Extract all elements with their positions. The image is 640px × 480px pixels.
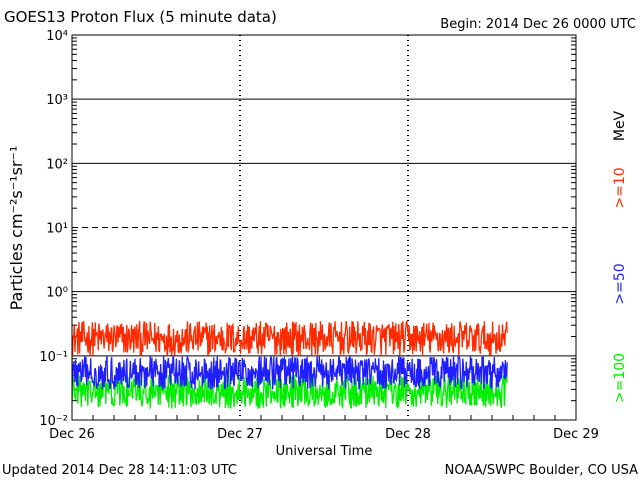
updated-timestamp: Updated 2014 Dec 28 14:11:03 UTC bbox=[2, 463, 237, 478]
y-tick-label: 10⁴ bbox=[46, 29, 68, 44]
y-axis-label: Particles cm⁻²s⁻¹sr⁻¹ bbox=[7, 146, 26, 311]
legend-ge10: >=10 bbox=[612, 167, 628, 208]
x-tick-label: Dec 26 bbox=[49, 427, 95, 442]
y-tick-labels: 10⁻² 10⁻¹ 10⁰ 10¹ 10² 10³ 10⁴ bbox=[39, 29, 68, 429]
x-tick-label: Dec 28 bbox=[385, 427, 431, 442]
x-tick-label: Dec 29 bbox=[553, 427, 599, 442]
y-tick-label: 10³ bbox=[46, 93, 68, 108]
chart-title: GOES13 Proton Flux (5 minute data) bbox=[4, 8, 277, 26]
series-line-ge10 bbox=[71, 319, 508, 357]
y-tick-label: 10⁻² bbox=[39, 414, 68, 429]
series-line-ge50 bbox=[71, 354, 508, 390]
legend-ge100: >=100 bbox=[612, 353, 628, 403]
legend-unit-mev: MeV bbox=[612, 110, 628, 141]
x-axis-label: Universal Time bbox=[276, 444, 373, 459]
x-tick-labels: Dec 26 Dec 27 Dec 28 Dec 29 bbox=[49, 427, 599, 442]
y-tick-label: 10⁻¹ bbox=[39, 350, 68, 365]
plot-frame bbox=[71, 34, 577, 421]
y-tick-label: 10¹ bbox=[46, 222, 68, 237]
y-tick-label: 10⁰ bbox=[46, 286, 68, 301]
begin-time: Begin: 2014 Dec 26 0000 UTC bbox=[440, 17, 636, 32]
series-layer bbox=[71, 319, 508, 410]
x-tick-label: Dec 27 bbox=[217, 427, 263, 442]
grid bbox=[72, 35, 576, 420]
credit: NOAA/SWPC Boulder, CO USA bbox=[445, 463, 638, 478]
legend-ge50: >=50 bbox=[612, 263, 628, 304]
y-tick-label: 10² bbox=[46, 157, 68, 172]
axis-ticks bbox=[72, 37, 576, 420]
